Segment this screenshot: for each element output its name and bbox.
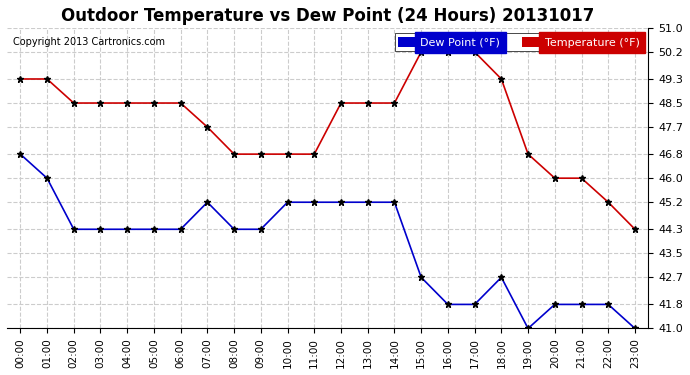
- Title: Outdoor Temperature vs Dew Point (24 Hours) 20131017: Outdoor Temperature vs Dew Point (24 Hou…: [61, 7, 594, 25]
- Text: Copyright 2013 Cartronics.com: Copyright 2013 Cartronics.com: [13, 37, 166, 47]
- Legend: Dew Point (°F), Temperature (°F): Dew Point (°F), Temperature (°F): [395, 33, 643, 51]
